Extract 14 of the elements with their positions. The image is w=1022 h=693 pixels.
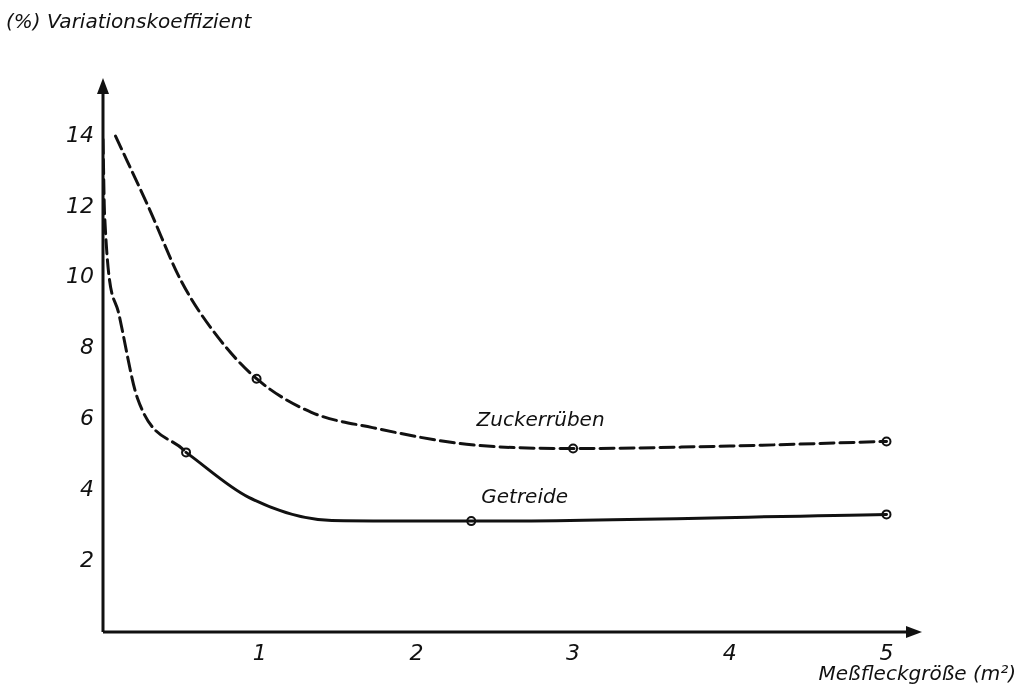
x-tick-label: 2 bbox=[409, 639, 424, 665]
series-label: Getreide bbox=[481, 484, 568, 509]
x-tick-label: 3 bbox=[566, 639, 581, 665]
y-tick-label: 8 bbox=[80, 334, 94, 360]
y-tick-label: 6 bbox=[80, 405, 94, 431]
x-tick-label: 1 bbox=[252, 639, 267, 665]
y-tick-label: 2 bbox=[80, 546, 94, 572]
y-tick-label: 4 bbox=[80, 476, 94, 502]
y-axis-title: (%) Variationskoeffizient bbox=[6, 9, 253, 33]
x-tick-label: 4 bbox=[722, 639, 737, 665]
y-tick-label: 14 bbox=[66, 121, 94, 147]
series-label: Zuckerrüben bbox=[475, 407, 605, 432]
y-tick-label: 12 bbox=[66, 192, 94, 218]
y-tick-label: 10 bbox=[66, 263, 94, 289]
